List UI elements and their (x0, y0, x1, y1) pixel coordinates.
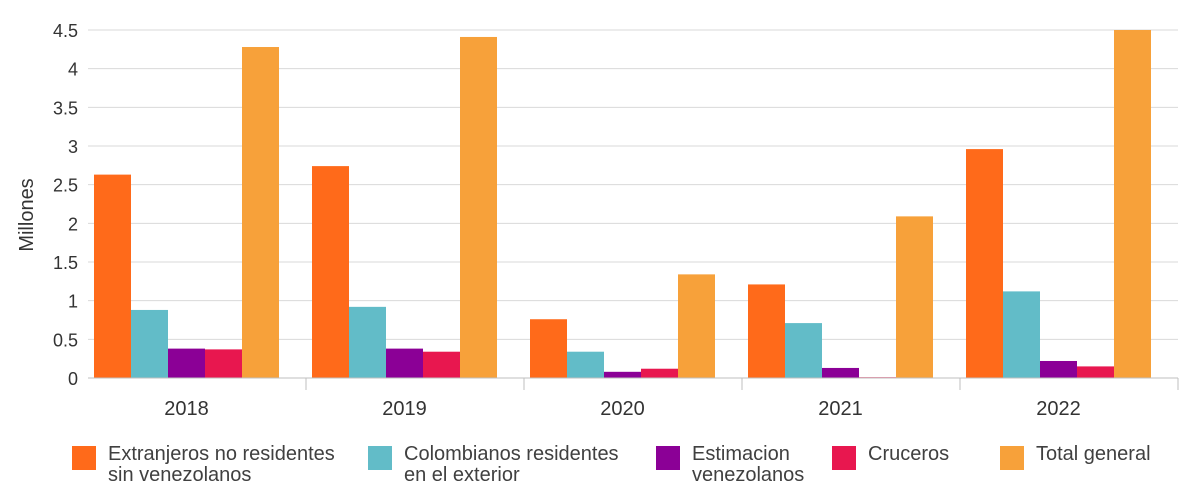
bar-2018-4 (242, 47, 279, 378)
bar-2021-2 (822, 367, 859, 378)
bar-2019-0 (312, 166, 349, 378)
bar-2019-4 (460, 36, 497, 379)
bar-2022-2 (1040, 360, 1077, 378)
y-tick-label: 0.5 (53, 330, 78, 350)
bar-2021-4 (896, 216, 933, 378)
y-tick-label: 4 (68, 60, 78, 80)
y-tick-label: 1.5 (53, 253, 78, 273)
bar-2022-3 (1077, 366, 1114, 378)
bar-2020-4 (678, 274, 715, 378)
bar-2018-3 (205, 349, 242, 378)
legend-label: Estimacion venezolanos (692, 443, 805, 486)
bar-2020-0 (530, 319, 567, 378)
y-tick-label: 2 (68, 214, 78, 234)
legend-item: Colombianos residentes en el exterior (368, 444, 619, 486)
bar-2021-0 (748, 284, 785, 378)
legend-label: Colombianos residentes en el exterior (404, 443, 619, 486)
legend-swatch (832, 446, 856, 470)
y-tick-label: 0 (68, 369, 78, 389)
bar-2018-0 (94, 174, 131, 378)
bar-2021-1 (785, 323, 822, 378)
x-tick-label: 2018 (164, 398, 209, 420)
bar-2022-1 (1003, 291, 1040, 378)
y-axis-label: Millones (16, 178, 38, 251)
axes-layer: 0 0.5 1 1.5 2 2.5 3 3.5 4 4.5 2018 2019 2020 2021 2022 (53, 21, 1179, 420)
legend-item: Extranjeros no residentes sin venezolano… (72, 444, 335, 486)
bar-2020-2 (604, 371, 641, 378)
legend-item: Total general (1000, 444, 1151, 470)
bar-2022-0 (966, 149, 1003, 378)
y-tick-label: 1 (68, 292, 78, 312)
legend-swatch (72, 446, 96, 470)
bar-2018-1 (131, 309, 168, 378)
legend-item: Estimacion venezolanos (656, 444, 804, 486)
chart-legend: Extranjeros no residentes sin venezolano… (72, 444, 1182, 494)
x-tick-label: 2021 (818, 398, 863, 420)
bar-2020-3 (641, 368, 678, 378)
legend-label: Cruceros (868, 443, 950, 465)
bar-2019-2 (386, 348, 423, 378)
x-tick-label: 2019 (382, 398, 427, 420)
x-tick-label: 2020 (600, 398, 645, 420)
legend-swatch (368, 446, 392, 470)
legend-label: Extranjeros no residentes sin venezolano… (108, 443, 335, 486)
y-tick-label: 3.5 (53, 98, 78, 118)
bar-2020-1 (567, 351, 604, 378)
bar-2019-1 (349, 306, 386, 378)
y-tick-label: 3 (68, 137, 78, 157)
bars-layer (94, 30, 1151, 379)
bar-2018-2 (168, 348, 205, 378)
y-tick-label: 2.5 (53, 176, 78, 196)
legend-swatch (1000, 446, 1024, 470)
y-tick-label: 4.5 (53, 21, 78, 41)
legend-swatch (656, 446, 680, 470)
bar-2019-3 (423, 351, 460, 378)
x-tick-label: 2022 (1036, 398, 1081, 420)
bar-2022-4 (1114, 30, 1151, 378)
legend-label: Total general (1036, 443, 1151, 465)
legend-item: Cruceros (832, 444, 949, 470)
